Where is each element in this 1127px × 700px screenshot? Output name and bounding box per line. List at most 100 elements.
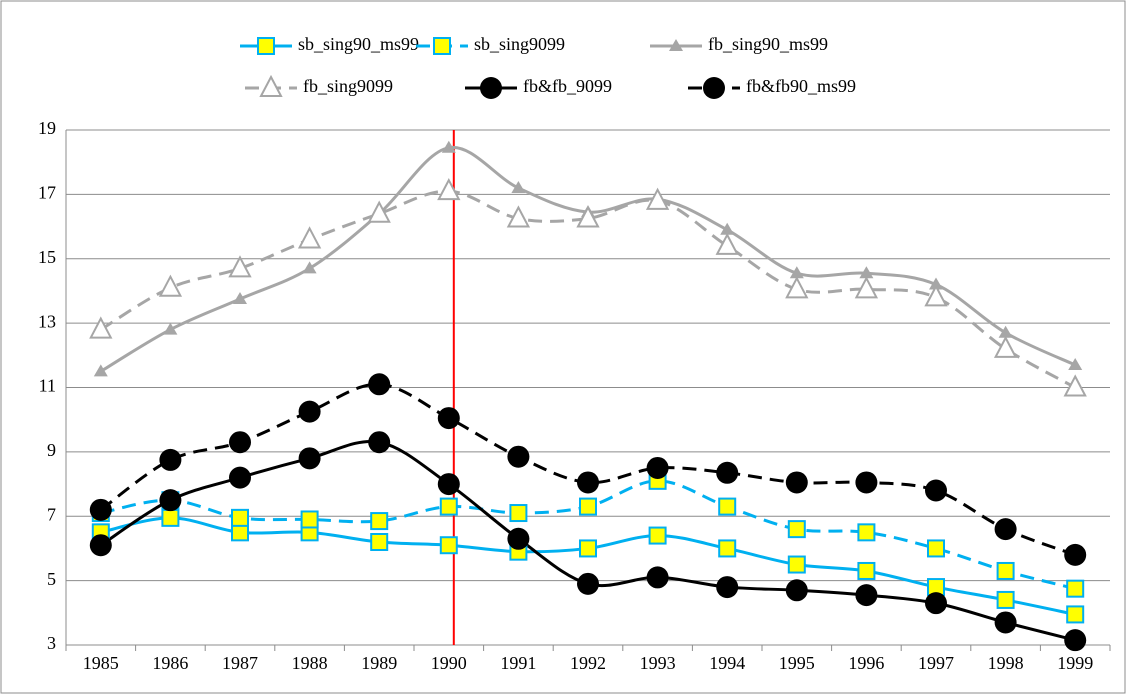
marker: [367, 200, 391, 223]
marker: [509, 504, 528, 523]
marker: [370, 512, 389, 531]
marker: [507, 527, 530, 550]
marker: [437, 178, 461, 201]
marker: [89, 534, 112, 557]
legend-marker: [433, 37, 451, 55]
marker: [994, 611, 1017, 634]
legend-label: sb_sing9099: [474, 34, 565, 54]
series-line: [100, 145, 1076, 373]
series-line: [100, 189, 1076, 389]
marker: [718, 497, 737, 516]
marker: [1064, 629, 1087, 652]
marker: [648, 526, 667, 545]
marker: [857, 523, 876, 542]
y-tick-label: 19: [38, 118, 56, 138]
marker: [996, 590, 1015, 609]
x-tick-label: 1999: [1057, 653, 1093, 673]
x-tick-label: 1996: [848, 653, 884, 673]
marker: [996, 561, 1015, 580]
marker: [1066, 605, 1085, 624]
marker: [579, 539, 597, 558]
x-tick-label: 1998: [988, 653, 1024, 673]
marker: [720, 222, 735, 235]
marker: [93, 364, 108, 377]
marker: [855, 471, 878, 494]
y-tick-label: 7: [47, 504, 56, 524]
legend-label: sb_sing90_ms99: [298, 34, 419, 54]
x-tick-label: 1987: [222, 653, 258, 673]
y-tick-label: 15: [38, 247, 56, 267]
marker: [718, 539, 737, 558]
marker: [998, 325, 1013, 338]
marker: [297, 226, 322, 249]
x-tick-label: 1986: [152, 653, 188, 673]
marker: [716, 461, 739, 484]
legend-marker: [703, 77, 725, 99]
marker: [857, 561, 876, 580]
legend-label: fb_sing90_ms99: [708, 34, 828, 54]
marker: [993, 335, 1018, 358]
marker: [298, 447, 321, 470]
legend-marker: [257, 37, 275, 55]
marker: [789, 266, 804, 279]
marker: [233, 291, 247, 304]
marker: [924, 284, 948, 307]
marker: [579, 497, 597, 516]
marker: [576, 205, 600, 228]
marker: [368, 431, 391, 454]
marker: [646, 456, 669, 479]
marker: [89, 498, 112, 521]
marker: [300, 510, 319, 529]
marker: [370, 533, 389, 551]
marker: [439, 536, 458, 555]
marker: [159, 489, 182, 512]
marker: [645, 187, 670, 210]
x-tick-label: 1990: [431, 653, 467, 673]
marker: [439, 497, 458, 516]
x-tick-label: 1995: [779, 653, 815, 673]
marker: [437, 407, 460, 430]
marker: [785, 471, 808, 494]
x-tick-label: 1992: [570, 653, 606, 673]
marker: [715, 232, 739, 255]
marker: [231, 508, 249, 527]
marker: [994, 518, 1017, 541]
marker: [158, 274, 183, 297]
marker: [787, 520, 806, 539]
marker: [437, 473, 460, 496]
marker: [507, 445, 530, 468]
marker: [855, 584, 878, 607]
marker: [228, 255, 252, 278]
marker: [577, 471, 599, 494]
marker: [511, 180, 526, 193]
marker: [859, 266, 874, 279]
marker: [1068, 357, 1083, 370]
marker: [925, 479, 947, 502]
marker: [302, 261, 317, 274]
x-tick-label: 1988: [292, 653, 328, 673]
marker: [368, 373, 391, 396]
x-tick-label: 1989: [361, 653, 397, 673]
marker: [298, 400, 321, 423]
marker: [646, 566, 669, 589]
y-tick-label: 13: [38, 311, 56, 331]
marker: [927, 539, 945, 558]
marker: [163, 322, 178, 335]
y-tick-label: 11: [39, 376, 56, 396]
x-tick-label: 1991: [500, 653, 536, 673]
y-tick-label: 5: [47, 569, 56, 589]
x-tick-label: 1994: [709, 653, 745, 673]
marker: [161, 508, 180, 527]
marker: [159, 448, 182, 471]
marker: [1063, 374, 1087, 397]
legend-label: fb&fb_9099: [523, 76, 612, 96]
x-tick-label: 1985: [83, 653, 119, 673]
marker: [716, 576, 739, 599]
legend-marker: [259, 74, 283, 97]
marker: [929, 277, 943, 290]
marker: [89, 316, 113, 339]
marker: [441, 140, 456, 153]
